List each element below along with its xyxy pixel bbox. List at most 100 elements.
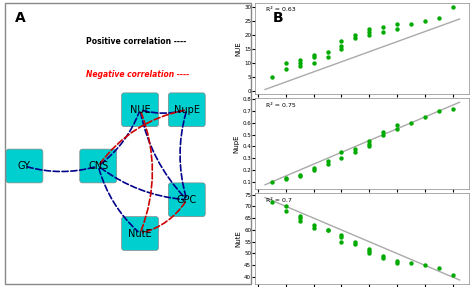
Point [337, 44, 345, 49]
Point [352, 242, 359, 246]
FancyBboxPatch shape [80, 149, 117, 183]
Point [449, 5, 456, 9]
Point [337, 232, 345, 237]
Point [337, 239, 345, 244]
Point [421, 115, 428, 119]
Text: GY: GY [18, 161, 31, 171]
Point [337, 47, 345, 51]
Point [296, 174, 303, 178]
Point [268, 179, 276, 184]
Point [282, 204, 290, 209]
Point [421, 19, 428, 23]
Point [407, 261, 415, 265]
Point [324, 49, 331, 54]
Point [324, 55, 331, 60]
FancyBboxPatch shape [122, 93, 158, 127]
FancyBboxPatch shape [5, 3, 251, 284]
Point [310, 168, 318, 172]
Point [365, 142, 373, 146]
Point [379, 24, 387, 29]
Point [324, 228, 331, 232]
Point [379, 30, 387, 34]
Y-axis label: NutE: NutE [236, 230, 241, 247]
Text: A: A [15, 11, 25, 25]
Point [310, 52, 318, 57]
Text: NUE: NUE [130, 105, 150, 115]
Point [282, 176, 290, 181]
Y-axis label: NUE: NUE [236, 41, 241, 56]
Point [365, 249, 373, 253]
Text: Positive correlation ----: Positive correlation ---- [86, 37, 186, 46]
Point [421, 263, 428, 267]
Point [282, 66, 290, 71]
Point [365, 247, 373, 251]
Text: R² = 0.7: R² = 0.7 [266, 198, 292, 203]
Point [337, 235, 345, 239]
Point [393, 22, 401, 26]
Point [365, 251, 373, 256]
Text: GPC: GPC [177, 195, 197, 205]
Text: Negative correlation ----: Negative correlation ---- [86, 70, 189, 79]
FancyBboxPatch shape [168, 183, 205, 217]
Point [296, 63, 303, 68]
Y-axis label: NupE: NupE [234, 134, 240, 153]
Point [324, 162, 331, 166]
Point [435, 265, 443, 270]
FancyBboxPatch shape [168, 93, 205, 127]
Point [393, 123, 401, 127]
Point [296, 61, 303, 65]
Text: R² = 0.63: R² = 0.63 [266, 7, 296, 12]
Point [324, 158, 331, 163]
Point [352, 33, 359, 37]
Point [365, 138, 373, 143]
Point [393, 258, 401, 263]
Point [365, 27, 373, 32]
Point [268, 75, 276, 79]
Text: NutE: NutE [128, 228, 152, 238]
FancyBboxPatch shape [122, 217, 158, 250]
Point [310, 223, 318, 228]
Text: B: B [273, 11, 283, 26]
Point [365, 144, 373, 149]
Point [379, 253, 387, 258]
Point [337, 156, 345, 160]
Point [365, 33, 373, 37]
Point [407, 121, 415, 125]
Text: NupE: NupE [174, 105, 200, 115]
Point [310, 55, 318, 60]
Point [352, 36, 359, 40]
Point [393, 27, 401, 32]
Point [282, 61, 290, 65]
Point [449, 272, 456, 277]
Point [282, 177, 290, 182]
Text: R² = 0.75: R² = 0.75 [266, 103, 296, 108]
Point [393, 127, 401, 131]
Point [352, 239, 359, 244]
Point [296, 214, 303, 218]
Point [310, 165, 318, 170]
Point [337, 38, 345, 43]
Point [379, 130, 387, 135]
Point [310, 61, 318, 65]
Point [352, 150, 359, 155]
Point [310, 225, 318, 230]
Text: CNS: CNS [88, 161, 109, 171]
Point [393, 261, 401, 265]
Point [407, 22, 415, 26]
Point [435, 16, 443, 20]
Point [379, 256, 387, 261]
Point [296, 58, 303, 62]
Point [296, 172, 303, 177]
Point [435, 109, 443, 113]
Point [324, 228, 331, 232]
FancyBboxPatch shape [6, 149, 43, 183]
Point [337, 150, 345, 155]
Point [365, 30, 373, 34]
Point [268, 199, 276, 204]
Point [379, 132, 387, 137]
Point [449, 106, 456, 111]
Point [282, 209, 290, 213]
Point [296, 218, 303, 223]
Point [352, 146, 359, 151]
Point [296, 216, 303, 220]
